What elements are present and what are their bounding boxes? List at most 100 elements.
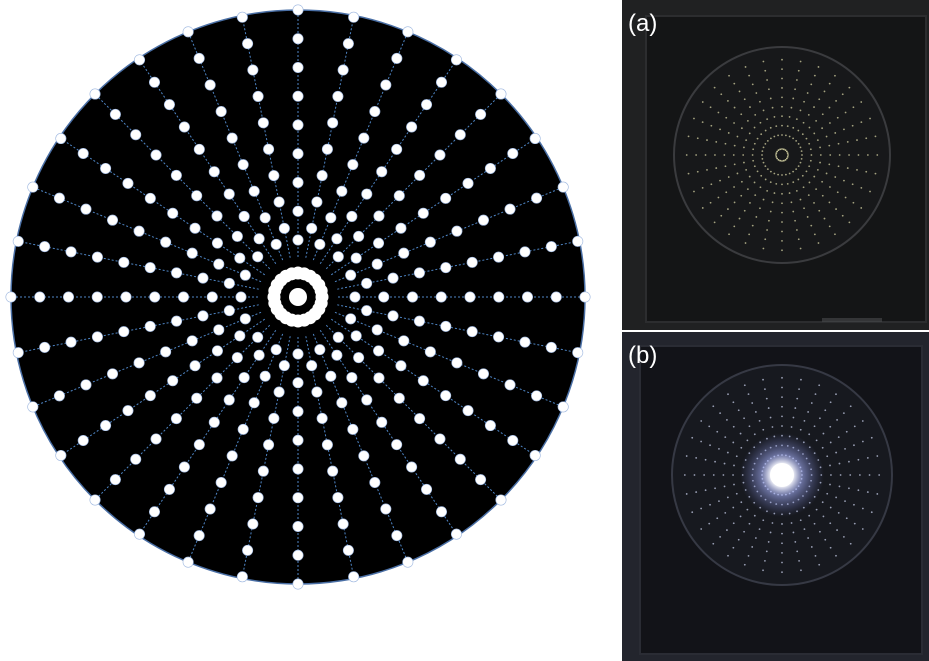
photo-dot	[799, 60, 802, 63]
dot-marker	[150, 149, 162, 161]
photo-dot	[848, 487, 850, 490]
photo-dot	[748, 522, 751, 525]
ray-line	[59, 137, 266, 276]
photo-dot	[841, 214, 844, 217]
photo-dot	[693, 190, 695, 193]
photo-dot	[764, 165, 767, 168]
photo-dot	[834, 74, 836, 77]
dot-marker	[373, 210, 385, 222]
dot-marker	[65, 336, 77, 348]
photo-dot	[843, 179, 845, 182]
photo-dot	[835, 554, 837, 557]
dot-marker	[248, 397, 260, 409]
photo-dot	[781, 230, 783, 233]
dot-marker	[189, 222, 201, 234]
photo-dot	[708, 522, 711, 525]
photo-dot	[829, 154, 832, 156]
photo-dot	[701, 101, 704, 103]
photo-dot	[802, 121, 805, 124]
photo-dot	[786, 182, 789, 185]
photo-dot	[819, 161, 821, 164]
photo-dot	[801, 133, 804, 136]
photo-dot	[829, 441, 832, 444]
dot-marker	[391, 530, 403, 542]
photo-dot	[714, 154, 716, 156]
photo-dot	[844, 196, 847, 199]
dot-marker	[171, 315, 183, 327]
dot-marker	[292, 61, 304, 73]
photo-dot	[836, 116, 839, 119]
photo-inner-ring-dot	[787, 154, 789, 156]
dot-marker	[170, 169, 182, 181]
photo-dot	[764, 388, 766, 391]
photo-dot	[828, 144, 831, 147]
photo-dot	[829, 546, 832, 549]
photo-inner-ring-dot	[779, 148, 782, 151]
dot-marker	[348, 11, 360, 23]
photo-dot	[805, 137, 808, 140]
dot-marker	[475, 474, 487, 486]
photo-dot	[743, 417, 745, 420]
photo-dot	[781, 192, 783, 195]
ray-line	[319, 329, 458, 536]
dot-marker	[316, 170, 328, 182]
dot-marker	[493, 251, 505, 263]
dot-marker	[435, 291, 447, 303]
photo-dot	[781, 532, 783, 535]
photo-dot	[810, 83, 813, 86]
photo-dot	[748, 233, 751, 236]
dot-marker	[493, 291, 505, 303]
dot-marker	[12, 347, 24, 359]
photo-dot	[781, 542, 783, 545]
dot-marker	[529, 133, 541, 145]
photo-dot	[781, 415, 783, 418]
dot-marker	[462, 177, 474, 189]
photo-dot	[733, 106, 736, 109]
photo-dot	[816, 139, 819, 142]
photo-dot	[762, 60, 765, 63]
photo-dot	[797, 142, 800, 145]
photo-dot	[726, 529, 728, 531]
dot-marker	[163, 99, 175, 111]
photo-dot	[836, 529, 838, 531]
photo-dot	[754, 113, 757, 116]
photo-dot	[781, 87, 783, 89]
dot-marker	[402, 556, 414, 568]
photo-dot	[853, 444, 855, 447]
photo-dot	[706, 169, 708, 171]
photo-dot	[777, 173, 779, 176]
photo-dot	[746, 439, 749, 442]
dot-marker	[231, 230, 243, 242]
photo-dot	[746, 188, 749, 191]
photo-dot	[710, 124, 713, 127]
photo-dot	[799, 109, 802, 112]
dot-marker	[80, 379, 92, 391]
photo-dot	[788, 192, 791, 194]
photo-dot	[813, 106, 815, 108]
photo-dot	[733, 163, 736, 166]
photo-dot	[860, 121, 863, 124]
dot-marker	[77, 147, 89, 159]
photo-dot	[719, 128, 721, 131]
dot-marker	[337, 518, 349, 530]
dot-marker	[53, 390, 65, 402]
photo-dot	[762, 569, 764, 572]
photo-dot	[860, 207, 863, 209]
photo-dot	[777, 134, 779, 137]
dot-marker	[414, 413, 426, 425]
photo-dot	[739, 515, 742, 518]
dot-marker	[234, 330, 246, 342]
dot-marker	[484, 420, 496, 432]
photo-dot	[766, 79, 768, 81]
photo-dot	[813, 425, 816, 428]
dot-marker	[484, 162, 496, 174]
photo-dot	[740, 501, 743, 504]
dot-marker	[519, 336, 531, 348]
photo-dot	[701, 121, 704, 124]
photo-panel-a: (a)	[622, 0, 929, 330]
dot-marker	[89, 88, 101, 100]
dot-marker	[321, 143, 333, 155]
photo-dot	[810, 546, 813, 548]
photo-dot	[781, 396, 783, 399]
photo-dot	[848, 154, 850, 156]
